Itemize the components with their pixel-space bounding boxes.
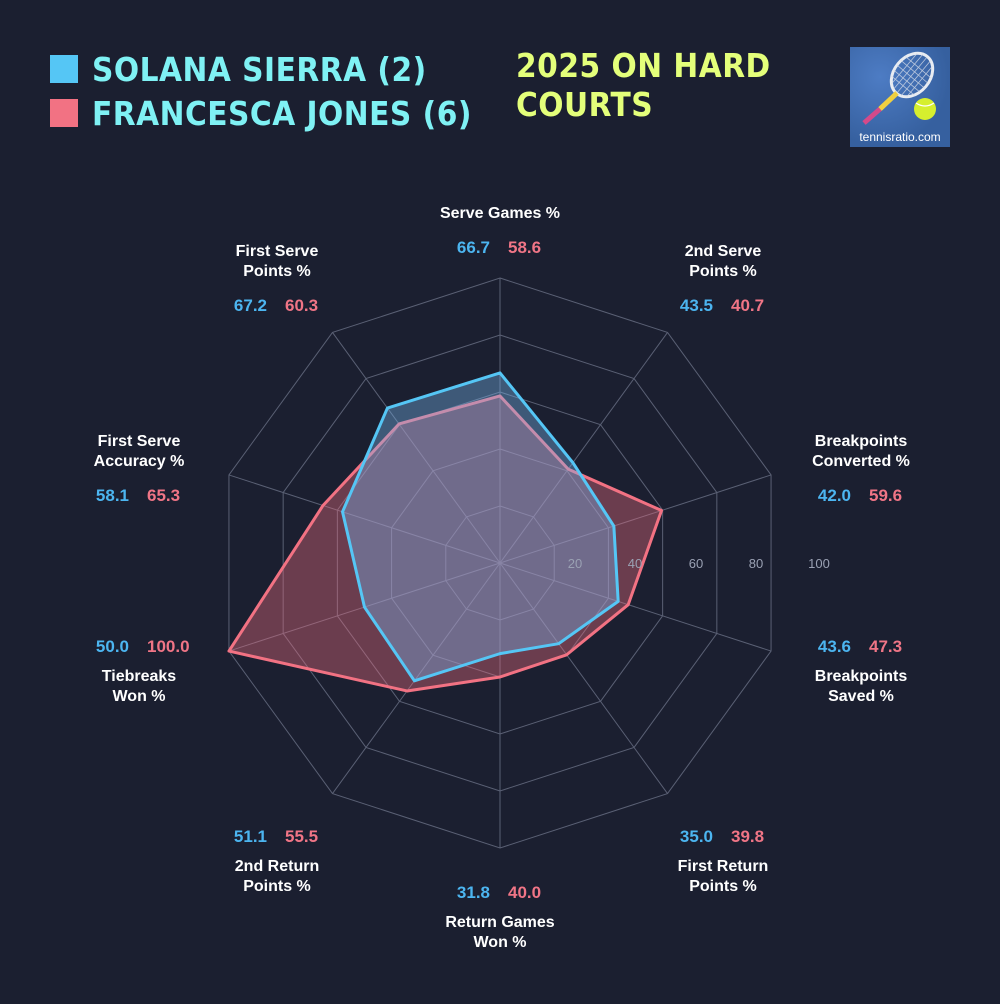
axis-label-text: First Serve: [98, 433, 181, 450]
value-player-a: 42.0: [818, 486, 851, 505]
axis-label-group: 51.1 55.5 2nd Return Points %: [234, 827, 319, 895]
radar-areas: [227, 371, 664, 693]
value-player-b: 40.0: [508, 883, 541, 902]
legend-item-player-b: FRANCESCA JONES (6): [50, 93, 472, 133]
axis-label-text: 2nd Return: [235, 858, 319, 875]
value-player-b: 40.7: [731, 296, 764, 315]
legend-label-player-a: SOLANA SIERRA (2): [92, 49, 427, 89]
axis-label-text: Won %: [112, 688, 165, 705]
axis-label-group: First Serve Points % 67.2 60.3: [234, 243, 319, 315]
legend-label-player-b: FRANCESCA JONES (6): [92, 93, 472, 133]
axis-label-group: Breakpoints Converted % 42.0 59.6: [812, 433, 910, 505]
axis-label-text: Breakpoints: [815, 433, 908, 450]
axis-label-group: Serve Games % 66.7 58.6: [440, 205, 560, 257]
axis-label-group: 50.0 100.0 Tiebreaks Won %: [96, 637, 190, 705]
value-player-b: 47.3: [869, 637, 902, 656]
grid-spoke: [499, 562, 772, 652]
value-player-a: 35.0: [680, 827, 713, 846]
axis-label-group: 43.6 47.3 Breakpoints Saved %: [815, 637, 908, 705]
axis-label-text: Accuracy %: [94, 453, 185, 470]
value-player-a: 66.7: [457, 238, 490, 257]
value-player-b: 59.6: [869, 486, 902, 505]
radar-axis-labels: Serve Games % 66.7 58.6 2nd Serve Points % 43…: [94, 205, 910, 951]
value-player-a: 50.0: [96, 637, 129, 656]
legend-swatch-player-a: [50, 55, 78, 83]
tick-label: 60: [689, 556, 703, 571]
grid-spoke: [332, 332, 501, 564]
axis-label-text: Won %: [473, 934, 526, 951]
value-player-a: 31.8: [457, 883, 490, 902]
tennis-racket-ball-icon: [862, 51, 936, 125]
tick-label: 40: [628, 556, 642, 571]
value-player-a: 67.2: [234, 296, 267, 315]
axis-label-text: Return Games: [445, 914, 554, 931]
series-area-player-b: [227, 394, 664, 693]
axis-label-group: 31.8 40.0 Return Games Won %: [445, 883, 554, 951]
axis-label-text: First Return: [678, 858, 769, 875]
value-player-b: 65.3: [147, 486, 180, 505]
axis-label-text: Saved %: [828, 688, 894, 705]
radar-tick-labels: 20 40 60 80 100: [568, 556, 830, 571]
value-player-b: 60.3: [285, 296, 318, 315]
axis-label-text: Converted %: [812, 453, 910, 470]
tennisratio-logo: tennisratio.com: [850, 47, 950, 147]
value-player-b: 55.5: [285, 827, 318, 846]
radar-grid: [228, 277, 772, 849]
tick-label: 20: [568, 556, 582, 571]
tick-label: 80: [749, 556, 763, 571]
axis-label-group: First Serve Accuracy % 58.1 65.3: [94, 433, 185, 505]
tick-label: 100: [808, 556, 830, 571]
axis-label-text: First Serve: [236, 243, 319, 260]
value-player-b: 39.8: [731, 827, 764, 846]
axis-label-group: 35.0 39.8 First Return Points %: [678, 827, 769, 895]
axis-label-text: Serve Games %: [440, 205, 560, 222]
value-player-b: 58.6: [508, 238, 541, 257]
value-player-a: 58.1: [96, 486, 129, 505]
grid-spoke: [499, 562, 668, 794]
value-player-b: 100.0: [147, 637, 190, 656]
chart-title: 2025 ON HARD COURTS: [516, 46, 771, 124]
grid-spoke: [499, 332, 668, 564]
axis-label-text: Tiebreaks: [102, 668, 177, 685]
axis-label-text: Points %: [243, 263, 311, 280]
grid-spoke: [332, 562, 501, 794]
legend-swatch-player-b: [50, 99, 78, 127]
value-player-a: 51.1: [234, 827, 267, 846]
axis-label-text: Breakpoints: [815, 668, 908, 685]
series-area-player-a: [341, 371, 620, 683]
axis-label-group: 2nd Serve Points % 43.5 40.7: [680, 243, 764, 315]
grid-spoke: [228, 474, 501, 564]
axis-label-text: 2nd Serve: [685, 243, 762, 260]
logo-text: tennisratio.com: [859, 130, 941, 144]
grid-spoke: [499, 474, 772, 564]
axis-label-text: Points %: [689, 878, 757, 895]
axis-label-text: Points %: [689, 263, 757, 280]
axis-label-text: Points %: [243, 878, 311, 895]
value-player-a: 43.5: [680, 296, 713, 315]
value-player-a: 43.6: [818, 637, 851, 656]
legend-item-player-a: SOLANA SIERRA (2): [50, 49, 427, 89]
